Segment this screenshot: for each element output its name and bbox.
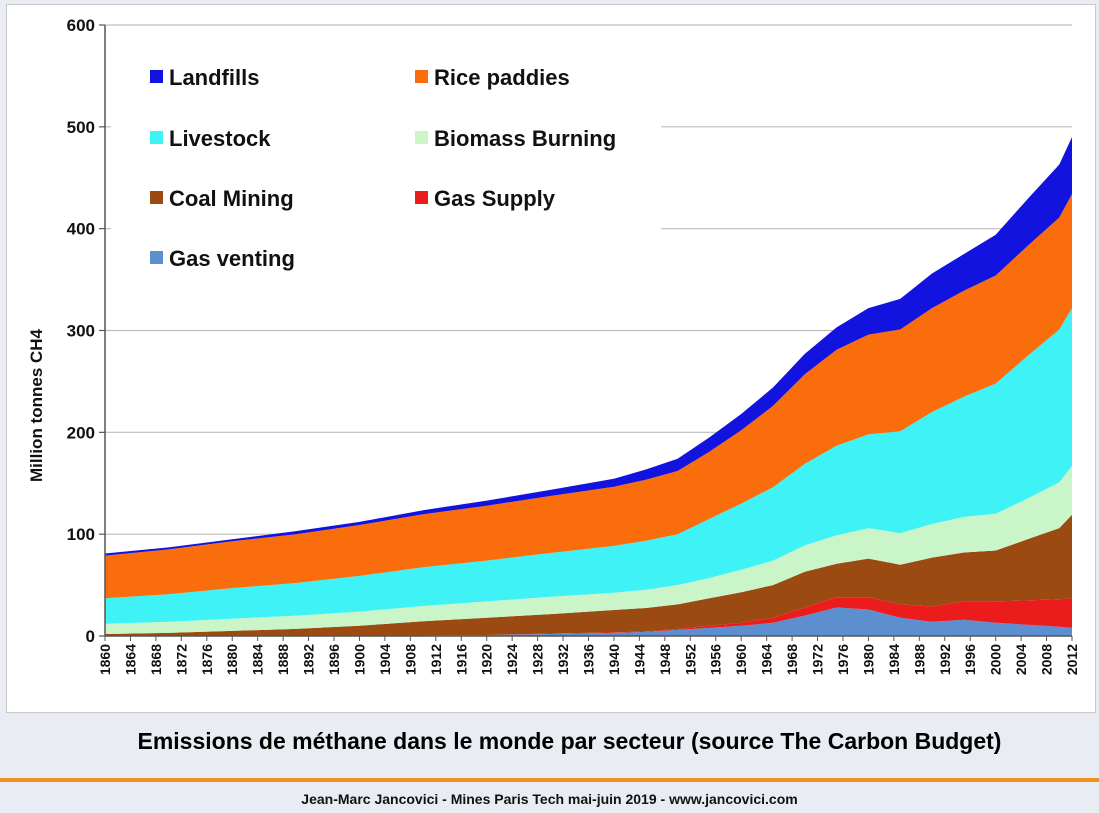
- x-tick-label: 1924: [504, 644, 520, 675]
- x-tick-label: 1876: [199, 644, 215, 675]
- x-tick-label: 1888: [275, 644, 291, 675]
- legend-label-rice-paddies: Rice paddies: [434, 65, 570, 90]
- x-tick-label: 1972: [810, 644, 826, 675]
- legend-label-gas-venting: Gas venting: [169, 246, 295, 271]
- x-tick-label: 1892: [301, 644, 317, 675]
- x-tick-label: 1908: [402, 644, 418, 675]
- x-tick-label: 1936: [581, 644, 597, 675]
- y-tick-label: 300: [67, 322, 95, 341]
- x-tick-label: 1868: [148, 644, 164, 675]
- x-tick-label: 1964: [759, 644, 775, 675]
- legend-box: [111, 40, 661, 287]
- x-tick-label: 1976: [835, 644, 851, 675]
- x-tick-label: 1932: [555, 644, 571, 675]
- legend-label-coal-mining: Coal Mining: [169, 186, 294, 211]
- accent-rule: [0, 778, 1099, 782]
- x-tick-label: 1984: [886, 644, 902, 675]
- y-tick-label: 100: [67, 525, 95, 544]
- y-tick-label: 600: [67, 16, 95, 35]
- x-tick-label: 1872: [173, 644, 189, 675]
- legend-swatch-biomass-burning: [415, 131, 428, 144]
- x-tick-label: 1956: [708, 644, 724, 675]
- x-tick-label: 2012: [1064, 644, 1080, 675]
- legend-label-landfills: Landfills: [169, 65, 259, 90]
- x-tick-label: 1940: [606, 644, 622, 675]
- area-biomass-burning: [105, 465, 1072, 634]
- x-tick-label: 1912: [428, 644, 444, 675]
- y-axis-title: Million tonnes CH4: [27, 328, 46, 482]
- x-tick-label: 1980: [860, 644, 876, 675]
- x-tick-label: 1900: [352, 644, 368, 675]
- y-tick-label: 500: [67, 118, 95, 137]
- chart-frame: 0 100 200 300 400 500 600 1860 1864 1868 1872 1876 1…: [6, 4, 1096, 713]
- x-tick-label: 1992: [937, 644, 953, 675]
- legend-swatch-gas-venting: [150, 251, 163, 264]
- area-coal-mining: [105, 514, 1072, 636]
- legend-swatch-landfills: [150, 70, 163, 83]
- x-tick-label: 1948: [657, 644, 673, 675]
- x-tick-label: 1968: [784, 644, 800, 675]
- x-tick-label: 1916: [453, 644, 469, 675]
- x-tick-label: 1884: [250, 644, 266, 675]
- x-tick-label: 1920: [479, 644, 495, 675]
- x-tick-label: 1928: [530, 644, 546, 675]
- x-tick-label: 1880: [224, 644, 240, 675]
- x-tick-label: 1896: [326, 644, 342, 675]
- x-tick-label: 2000: [988, 644, 1004, 675]
- area-livestock: [105, 308, 1072, 624]
- legend-label-biomass-burning: Biomass Burning: [434, 126, 616, 151]
- x-tick-label: 1904: [377, 644, 393, 675]
- area-gas-supply: [105, 597, 1072, 636]
- x-tick-label: 1988: [911, 644, 927, 675]
- area-layer: [105, 137, 1072, 636]
- x-tick-label: 1860: [97, 644, 113, 675]
- legend-layer: Landfills Rice paddies Livestock Biomass Bu…: [111, 40, 661, 287]
- axis-layer: 0 100 200 300 400 500 600 1860 1864 1868 1872 1876 1…: [27, 16, 1080, 675]
- legend-label-livestock: Livestock: [169, 126, 271, 151]
- legend-swatch-coal-mining: [150, 191, 163, 204]
- y-tick-label: 200: [67, 423, 95, 442]
- y-tick-label: 0: [86, 627, 95, 646]
- legend-swatch-rice-paddies: [415, 70, 428, 83]
- legend-swatch-gas-supply: [415, 191, 428, 204]
- footer-credit: Jean-Marc Jancovici - Mines Paris Tech m…: [301, 791, 798, 807]
- x-tick-label: 1960: [733, 644, 749, 675]
- x-tick-label: 1864: [122, 644, 138, 675]
- y-tick-label: 400: [67, 220, 95, 239]
- x-tick-label: 1952: [682, 644, 698, 675]
- chart-caption: Emissions de méthane dans le monde par s…: [137, 728, 1002, 754]
- x-tick-label: 2004: [1013, 644, 1029, 675]
- chart-svg: 0 100 200 300 400 500 600 1860 1864 1868 1872 1876 1…: [27, 16, 1080, 675]
- x-tick-label: 2008: [1039, 644, 1055, 675]
- legend-label-gas-supply: Gas Supply: [434, 186, 556, 211]
- area-gas-venting: [105, 607, 1072, 636]
- x-tick-label: 1944: [631, 644, 647, 675]
- area-rice-paddies: [105, 194, 1072, 599]
- legend-swatch-livestock: [150, 131, 163, 144]
- x-tick-label: 1996: [962, 644, 978, 675]
